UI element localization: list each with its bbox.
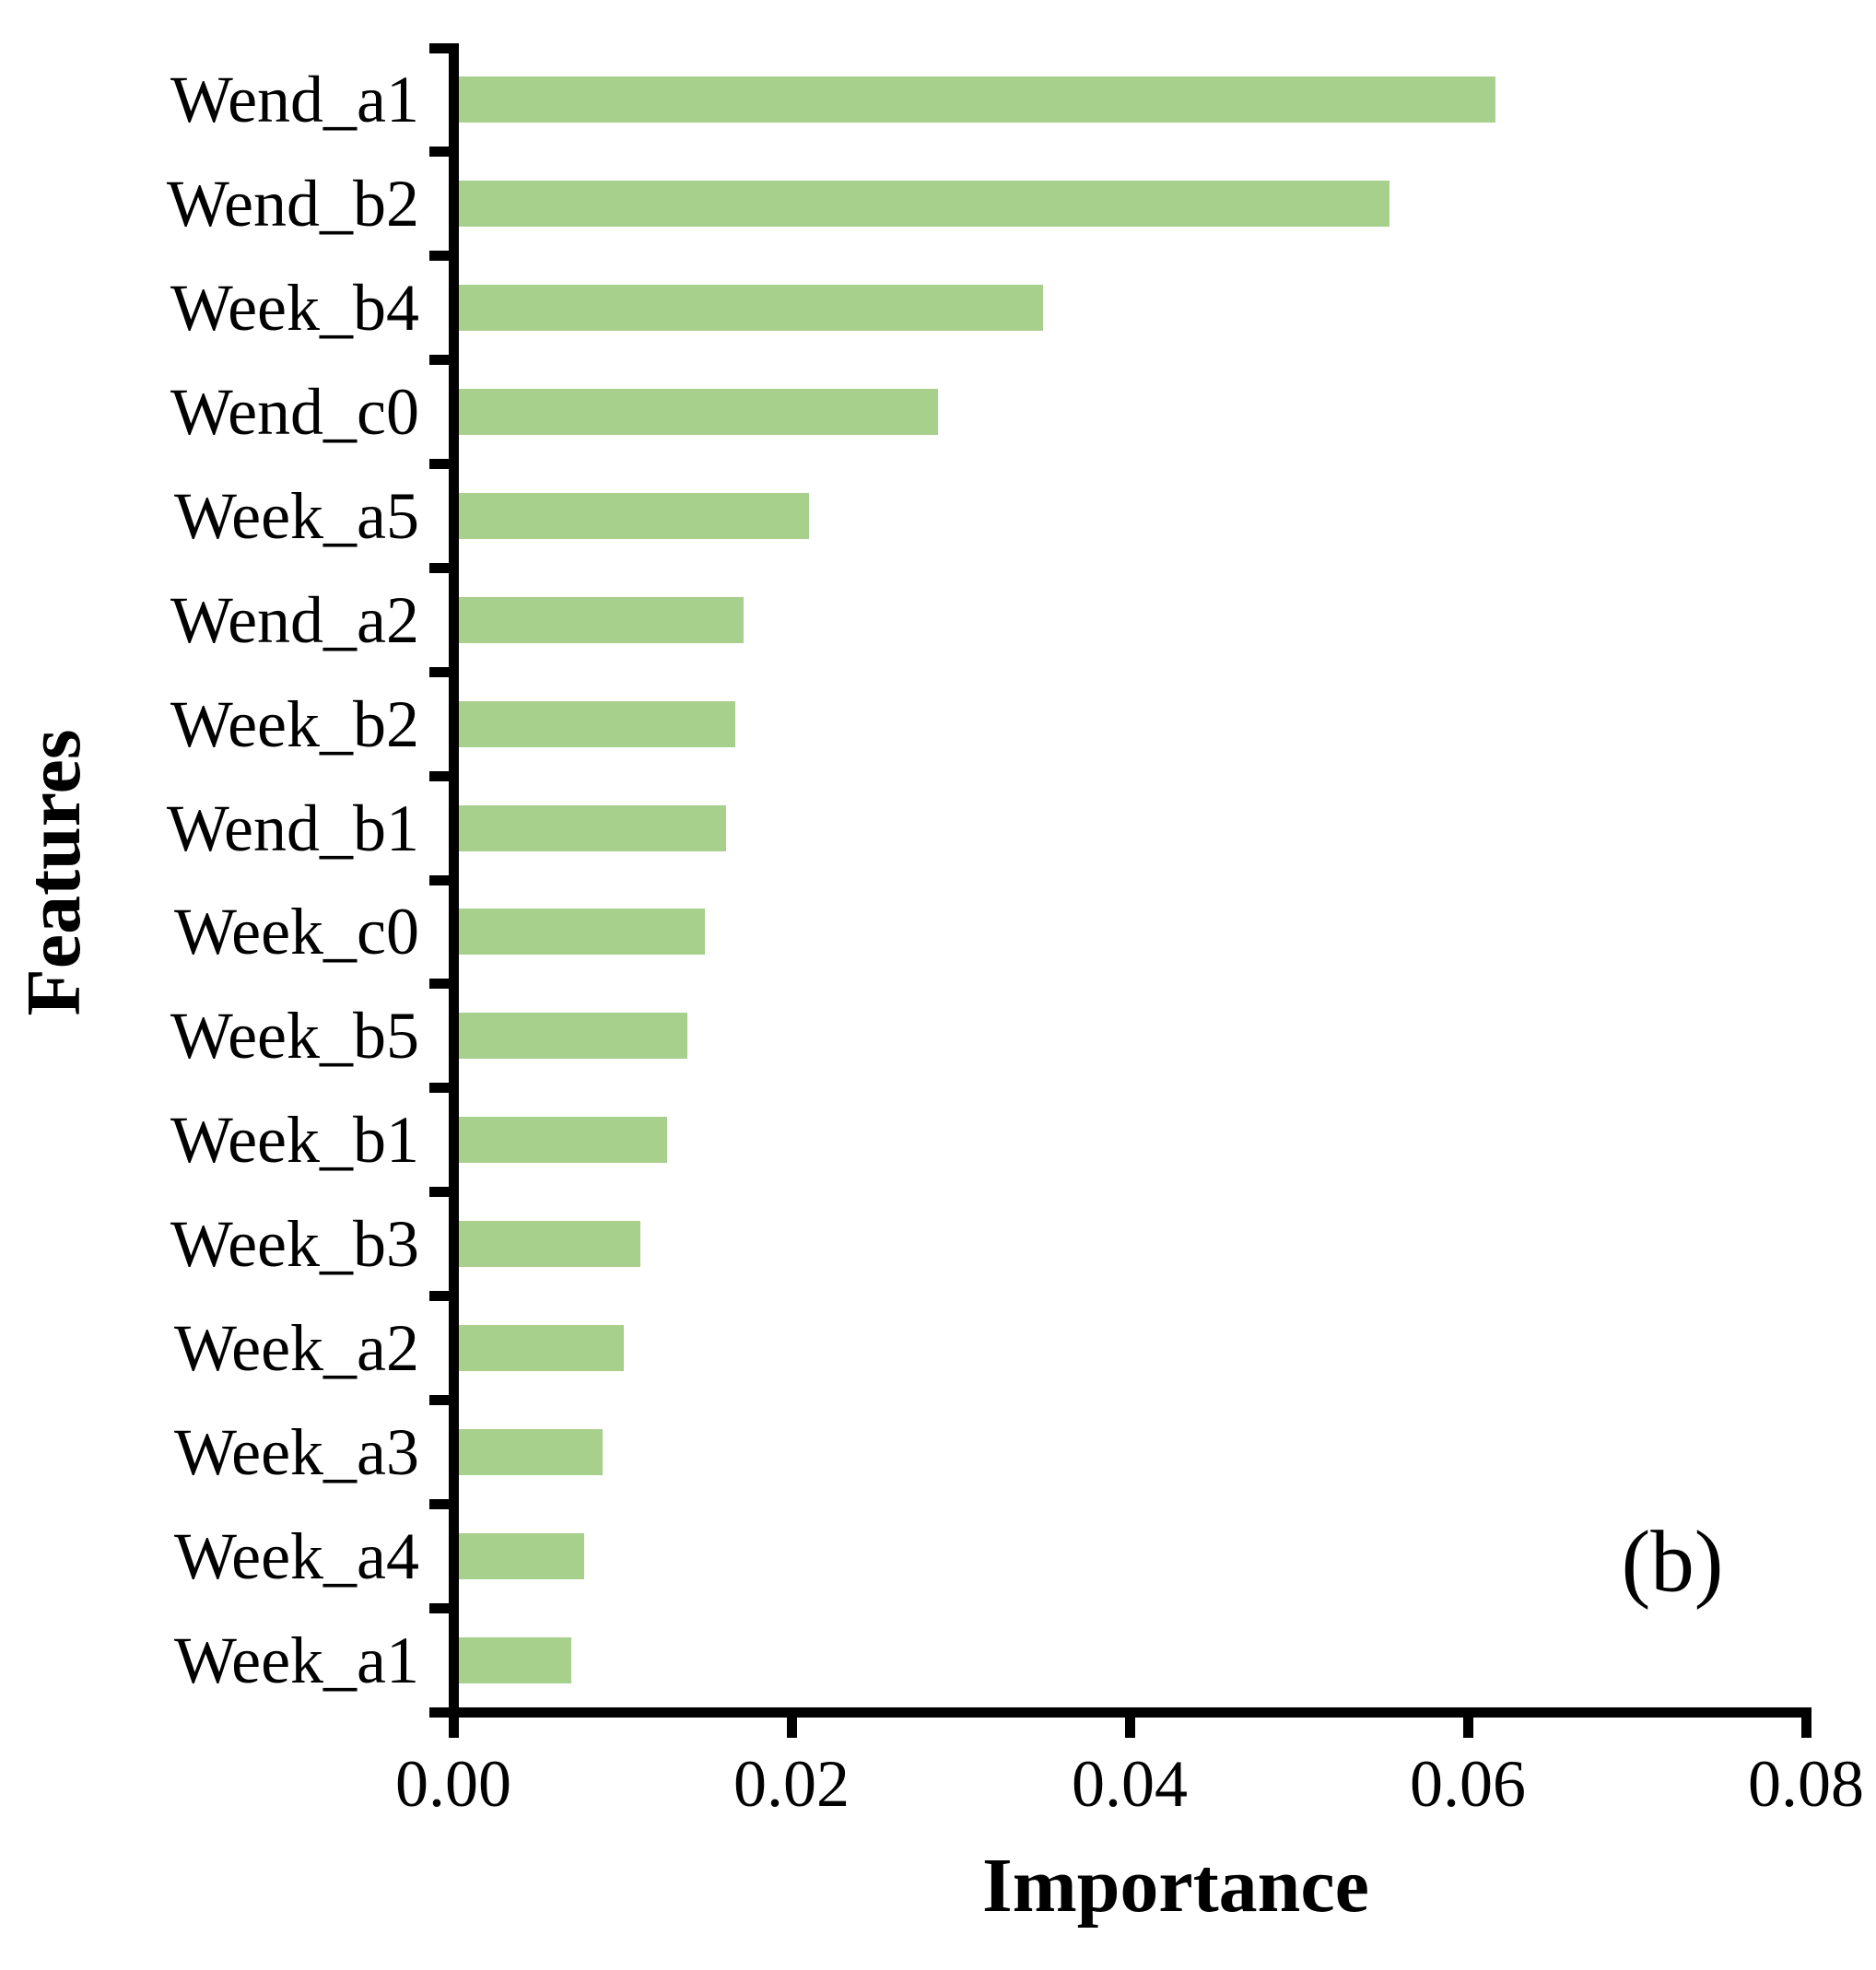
x-axis-tick: [1124, 1712, 1135, 1738]
bar-Wend_a1: [454, 76, 1495, 123]
bar-Wend_b2: [454, 181, 1389, 228]
x-axis-title: Importance: [982, 1843, 1369, 1929]
bar-Week_a5: [454, 492, 809, 539]
x-tick-label: 0.08: [1748, 1747, 1864, 1821]
y-tick-label: Week_b2: [170, 686, 419, 761]
y-axis-tick: [428, 42, 449, 53]
y-axis-tick: [428, 1602, 449, 1613]
y-axis-tick: [428, 355, 449, 366]
y-axis-tick: [428, 251, 449, 262]
y-tick-label: Wend_a1: [170, 63, 419, 137]
y-axis-line: [448, 43, 459, 1725]
y-tick-label: Week_b1: [170, 1103, 419, 1178]
bar-Week_b1: [454, 1117, 667, 1164]
y-axis-tick: [428, 666, 449, 677]
x-axis-tick: [1462, 1712, 1473, 1738]
bar-Week_b4: [454, 285, 1043, 332]
y-axis-tick: [428, 1498, 449, 1509]
y-tick-label: Week_a5: [173, 478, 419, 553]
y-axis-tick: [428, 147, 449, 158]
y-tick-label: Week_b5: [170, 999, 419, 1073]
panel-letter-annotation: (b): [1621, 1512, 1724, 1611]
y-tick-label: Wend_b2: [166, 167, 419, 241]
y-axis-tick: [428, 1187, 449, 1198]
bar-Week_a4: [454, 1532, 584, 1579]
bar-Week_b2: [454, 700, 735, 747]
y-tick-label: Week_a1: [173, 1623, 419, 1697]
bar-Wend_b1: [454, 804, 726, 851]
y-tick-label: Week_a2: [173, 1310, 419, 1385]
x-axis-line: [436, 1706, 1812, 1718]
y-tick-label: Wend_b1: [166, 791, 419, 865]
x-tick-label: 0.02: [733, 1747, 850, 1821]
bar-Week_a3: [454, 1428, 603, 1475]
x-tick-label: 0.00: [395, 1747, 511, 1821]
y-axis-tick: [428, 1083, 449, 1094]
bar-Week_b3: [454, 1221, 640, 1268]
y-tick-label: Week_a4: [173, 1519, 419, 1593]
bar-Wend_c0: [454, 389, 938, 436]
y-tick-label: Wend_a2: [170, 582, 419, 657]
y-axis-title: Features: [11, 729, 97, 1016]
y-tick-label: Week_a3: [173, 1414, 419, 1489]
bar-Week_c0: [454, 909, 705, 956]
y-tick-label: Week_b3: [170, 1207, 419, 1282]
bar-Week_a2: [454, 1324, 624, 1371]
y-axis-tick: [428, 770, 449, 781]
y-tick-label: Wend_c0: [170, 375, 419, 450]
x-axis-tick: [1800, 1712, 1812, 1738]
x-tick-label: 0.04: [1072, 1747, 1188, 1821]
x-tick-label: 0.06: [1410, 1747, 1526, 1821]
y-tick-label: Week_c0: [173, 895, 419, 969]
x-axis-tick: [786, 1712, 797, 1738]
bar-Week_a1: [454, 1636, 571, 1683]
bar-Week_b5: [454, 1013, 687, 1060]
bar-Wend_a2: [454, 596, 744, 643]
y-axis-tick: [428, 562, 449, 573]
y-tick-label: Week_b4: [170, 271, 419, 346]
y-axis-tick: [428, 1394, 449, 1405]
y-axis-tick: [428, 459, 449, 469]
y-axis-tick: [428, 979, 449, 990]
y-axis-tick: [428, 874, 449, 885]
y-axis-tick: [428, 1291, 449, 1301]
